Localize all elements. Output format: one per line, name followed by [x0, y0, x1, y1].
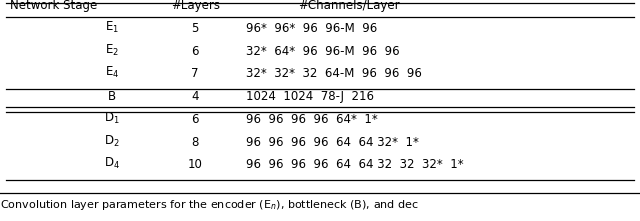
Text: Convolution layer parameters for the encoder (E$_n$), bottleneck (B), and dec: Convolution layer parameters for the enc… — [0, 198, 419, 212]
Text: 1024  1024  78-J  216: 1024 1024 78-J 216 — [246, 90, 374, 103]
Text: D$_4$: D$_4$ — [104, 156, 120, 171]
Text: B: B — [108, 90, 116, 103]
Text: 96*  96*  96  96-M  96: 96* 96* 96 96-M 96 — [246, 22, 378, 35]
Text: E$_4$: E$_4$ — [105, 65, 119, 80]
Text: Network Stage: Network Stage — [10, 0, 97, 12]
Text: 10: 10 — [188, 158, 203, 171]
Text: 6: 6 — [191, 45, 199, 58]
Text: E$_1$: E$_1$ — [105, 20, 119, 35]
Text: 96  96  96  96  64  64 32*  1*: 96 96 96 96 64 64 32* 1* — [246, 136, 419, 149]
Text: #Channels/Layer: #Channels/Layer — [298, 0, 399, 12]
Text: 7: 7 — [191, 67, 199, 80]
Text: 6: 6 — [191, 113, 199, 126]
Text: #Layers: #Layers — [171, 0, 220, 12]
Text: 32*  32*  32  64-M  96  96  96: 32* 32* 32 64-M 96 96 96 — [246, 67, 422, 80]
Text: 96  96  96  96  64  64 32  32  32*  1*: 96 96 96 96 64 64 32 32 32* 1* — [246, 158, 464, 171]
Text: E$_2$: E$_2$ — [105, 42, 119, 58]
Text: D$_2$: D$_2$ — [104, 133, 120, 149]
Text: 32*  64*  96  96-M  96  96: 32* 64* 96 96-M 96 96 — [246, 45, 400, 58]
Text: 4: 4 — [191, 90, 199, 103]
Text: 96  96  96  96  64*  1*: 96 96 96 96 64* 1* — [246, 113, 378, 126]
Text: 5: 5 — [191, 22, 199, 35]
Text: D$_1$: D$_1$ — [104, 111, 120, 126]
Text: 8: 8 — [191, 136, 199, 149]
